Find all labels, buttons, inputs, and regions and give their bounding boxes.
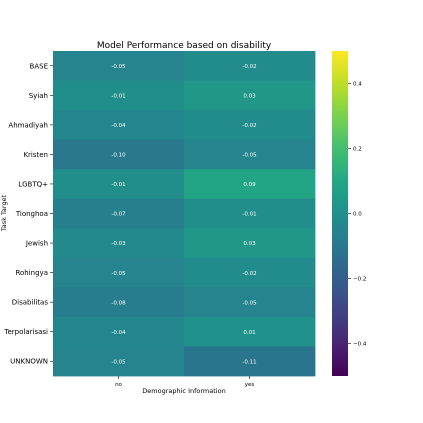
cell-value-label: -0.02	[242, 123, 256, 129]
cell-value-label: -0.05	[111, 359, 126, 365]
heatmap-cell	[53, 198, 185, 229]
y-tick-label: LGBTQ+	[18, 180, 48, 188]
heatmap-cell	[53, 257, 185, 288]
heatmap-cell	[184, 51, 316, 81]
x-axis: no yes	[115, 376, 254, 388]
heatmap-cell	[184, 110, 316, 141]
x-tick-label: no	[115, 382, 122, 388]
colorbar-tick-label: −0.2	[353, 277, 366, 283]
heatmap-cell	[53, 51, 185, 81]
y-axis: BASE Syiah Ahmadiyah Kristen LGBTQ+ Tionghoa J…	[3, 62, 53, 366]
cell-value-label: -0.02	[242, 64, 256, 70]
x-axis-label: Demographic Information	[142, 387, 225, 395]
heatmap-cell	[53, 80, 185, 111]
heatmap-cell	[53, 316, 185, 347]
colorbar-tick-label: 0.2	[353, 147, 362, 153]
cell-value-label: -0.04	[111, 123, 126, 129]
chart-title: Model Performance based on disability	[97, 41, 272, 51]
heatmap-cell	[184, 80, 316, 111]
colorbar	[332, 51, 348, 376]
colorbar-ticks: 0.4 0.2 0.0 −0.2 −0.4	[348, 82, 367, 348]
heatmap-cell	[184, 257, 316, 288]
y-tick-label: Syiah	[29, 92, 48, 100]
cell-value-label: -0.01	[111, 182, 125, 188]
heatmap-cell	[53, 287, 185, 318]
y-tick-label: Jewish	[25, 240, 48, 248]
cell-value-label: -0.07	[111, 212, 126, 218]
colorbar-tick-label: 0.4	[353, 82, 362, 88]
cell-value-label: -0.11	[242, 359, 256, 365]
y-tick-label: Kristen	[23, 151, 48, 159]
heatmap-cell	[53, 139, 185, 170]
heatmap-cell	[53, 228, 185, 259]
cell-value-label: -0.01	[242, 212, 256, 218]
heatmap-cell	[53, 346, 185, 377]
heatmap-cell	[184, 346, 316, 377]
cell-value-label: 0.01	[243, 330, 255, 336]
cell-value-label: -0.05	[242, 300, 257, 306]
colorbar-tick-label: 0.0	[353, 212, 362, 218]
colorbar-tick-label: −0.4	[353, 342, 367, 348]
y-tick-label: Terpolarisasi	[3, 328, 48, 336]
heatmap-cell	[53, 110, 185, 141]
heatmap-cell	[53, 169, 185, 200]
y-tick-label: Tionghoa	[15, 210, 48, 218]
heatmap-value-labels: -0.05 -0.02 -0.01 0.03 -0.04 -0.02 -0.10 -0.05 -…	[111, 64, 257, 365]
heatmap-cell	[184, 169, 316, 200]
cell-value-label: -0.05	[111, 64, 126, 70]
cell-value-label: 0.03	[243, 241, 256, 247]
y-axis-label: Task Target	[0, 194, 8, 232]
cell-value-label: -0.04	[111, 330, 126, 336]
y-tick-label: UNKNOWN	[10, 358, 48, 366]
heatmap-cell	[184, 139, 316, 170]
heatmap-cell	[184, 198, 316, 229]
heatmap-cell	[184, 287, 316, 318]
cell-value-label: -0.05	[242, 153, 257, 159]
heatmap-cell	[184, 228, 316, 259]
y-tick-label: Rohingya	[15, 269, 48, 277]
x-tick-label: yes	[245, 382, 255, 388]
cell-value-label: -0.03	[111, 241, 126, 247]
cell-value-label: 0.09	[243, 182, 256, 188]
y-tick-label: BASE	[30, 62, 48, 70]
cell-value-label: 0.03	[243, 94, 256, 100]
heatmap-cell	[184, 316, 316, 347]
y-tick-label: Ahmadiyah	[8, 121, 48, 129]
cell-value-label: -0.10	[111, 153, 126, 159]
cell-value-label: -0.05	[111, 271, 126, 277]
cell-value-label: -0.02	[242, 271, 256, 277]
cell-value-label: -0.01	[111, 94, 125, 100]
heatmap-cells	[53, 51, 316, 377]
cell-value-label: -0.08	[111, 300, 126, 306]
y-tick-label: Disabilitas	[12, 299, 49, 307]
